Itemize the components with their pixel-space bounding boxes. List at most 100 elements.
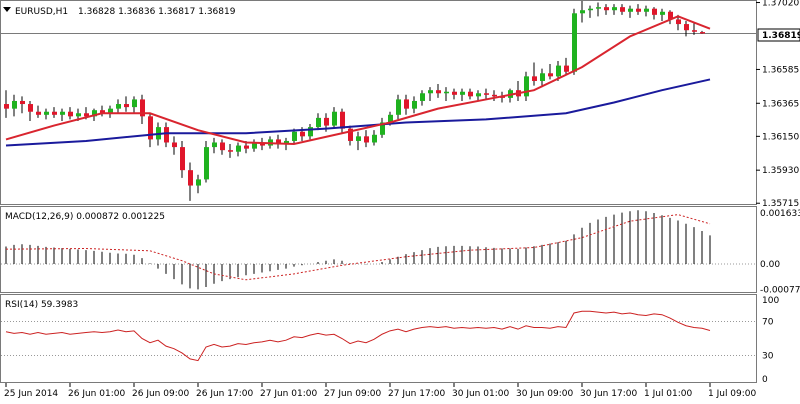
candle-body [132,99,137,108]
candle-body [428,90,433,94]
candle-body [220,142,225,151]
price-pane-frame [0,0,757,205]
candle-body [92,110,97,117]
time-axis-label: 30 Jun 17:00 [580,389,637,399]
candle-body [372,134,377,143]
candle-body [324,117,329,126]
candle-body [524,76,529,97]
candle-body [412,100,417,109]
candle-body [356,136,361,141]
candle-body [548,73,553,77]
candle-body [628,8,633,12]
chart-menu-triangle-icon[interactable] [3,7,11,12]
candle-body [4,104,9,109]
rsi-axis-label: 0 [762,375,768,385]
candle-body [660,11,665,15]
candle-body [108,108,113,114]
candle-body [148,116,153,140]
time-axis-label: 25 Jun 2014 [4,389,58,399]
macd-axis-label: 0.001633 [760,209,800,219]
candle-body [404,99,409,109]
time-axis-label: 27 Jun 09:00 [324,389,381,399]
candle-body [476,93,481,97]
candle-body [292,131,297,141]
candle-body [396,99,401,115]
rsi-axis-label: 100 [762,296,779,306]
time-axis-label: 30 Jun 01:00 [452,389,509,399]
candle-body [316,117,321,128]
candle-body [668,11,673,20]
candle-body [484,93,489,95]
candle-body [28,104,33,112]
candle-body [380,122,385,135]
candle-body [468,91,473,97]
candle-body [700,32,705,34]
candle-body [140,99,145,117]
candle-body [76,113,81,117]
rsi-line [5,310,711,362]
time-axis-label: 26 Jun 09:00 [132,389,189,399]
macd-axis-label: -0.000774 [760,285,800,295]
candle-body [460,91,465,95]
time-axis-label: 26 Jun 01:00 [68,389,125,399]
candle-body [52,111,57,115]
candle-body [652,8,657,15]
candle-body [212,142,217,148]
candle-body [452,91,457,95]
candle-body [340,111,345,129]
candle-body [44,111,49,115]
candle-body [188,170,193,186]
candle-body [228,150,233,152]
candle-body [244,145,249,149]
candle-body [580,10,585,14]
candle-body [596,7,601,9]
candle-body [164,127,169,143]
macd-pane [1,210,756,290]
candle-body [308,127,313,137]
time-axis-label: 27 Jun 01:00 [260,389,317,399]
moving-average-fast [5,15,711,146]
candle-body [20,100,25,105]
time-axis-label: 26 Jun 17:00 [196,389,253,399]
candle-body [604,7,609,11]
candle-body [492,94,497,97]
current-price-label: 1.36819 [762,31,800,41]
axes: 1.37020 1.36585 1.36365 1.36150 1.35930 1.357… [4,0,800,399]
candle-body [684,24,689,31]
time-axis-label: 30 Jun 09:00 [516,389,573,399]
current-price-tag [757,28,800,42]
candle-body [532,76,537,81]
candle-body [68,111,73,117]
candle-body [260,142,265,146]
candle-body [300,131,305,137]
symbol-title: EURUSD,H1 [15,7,68,17]
candle-body [420,93,425,101]
rsi-pane-frame [0,294,757,383]
time-axis-label: 1 Jul 09:00 [708,389,757,399]
price-axis-label: 1.35715 [762,199,799,209]
candle-body [540,73,545,81]
macd-axis-label: 0.00 [760,260,780,270]
candle-body [236,145,241,152]
rsi-title: RSI(14) 59.3983 [5,300,78,310]
candle-body [676,19,681,25]
candle-body [196,179,201,186]
candle-body [556,65,561,77]
candle-body [12,100,17,109]
candle-body [84,113,89,117]
macd-signal-line [5,214,711,281]
price-axis-label: 1.36365 [762,99,799,109]
rsi-axis-label: 70 [762,318,774,328]
candle-body [388,114,393,123]
moving-average-slow [5,78,711,147]
candle-body [692,30,697,32]
candle-body [180,147,185,171]
candle-body [636,8,641,12]
candle-body [60,111,65,115]
candle-body [284,140,289,145]
price-axis-label: 1.37020 [762,0,799,9]
candle-body [36,111,41,115]
